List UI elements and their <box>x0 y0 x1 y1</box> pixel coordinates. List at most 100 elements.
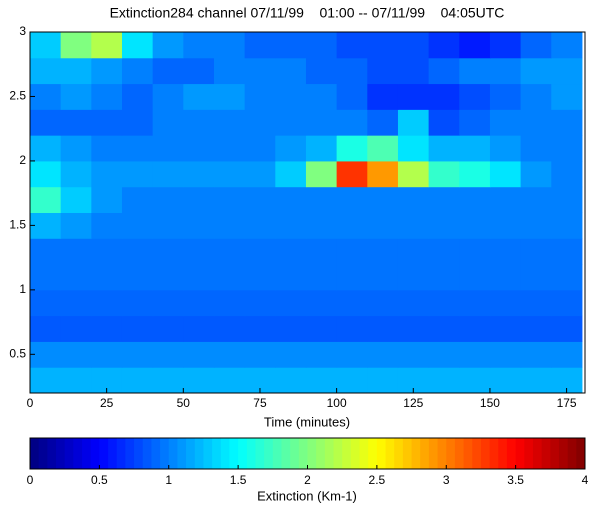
heat-cell <box>336 212 368 239</box>
heat-cell <box>459 264 491 291</box>
heat-cell <box>244 57 276 85</box>
heat-cell <box>152 238 184 265</box>
colorbar-segment <box>264 438 274 469</box>
heat-cell <box>275 238 307 265</box>
heat-cell <box>60 57 92 85</box>
heat-cell <box>91 341 123 368</box>
heat-cell <box>244 341 276 368</box>
heat-cell <box>30 83 62 110</box>
heat-cell <box>459 341 491 368</box>
heat-cell <box>336 238 368 265</box>
heat-cell <box>30 57 62 85</box>
colorbar-tick-label: 1 <box>165 473 172 487</box>
plot-frame <box>29 31 586 394</box>
heat-cell <box>305 186 338 213</box>
heat-cell <box>428 238 460 265</box>
heat-cell <box>121 160 154 188</box>
heat-cell <box>213 135 246 162</box>
heat-cell <box>305 32 338 59</box>
heat-cell <box>367 367 399 394</box>
heat-cell <box>305 238 338 265</box>
heat-cell <box>183 289 215 317</box>
heat-cell <box>91 289 123 317</box>
heat-cell <box>183 57 215 85</box>
colorbar-tick-label: 0.5 <box>91 473 108 487</box>
heat-cell <box>551 186 583 213</box>
colorbar-segment <box>307 438 317 469</box>
heat-cell <box>244 315 276 342</box>
heat-cell <box>121 238 154 265</box>
heat-cell <box>30 238 62 265</box>
heat-cell <box>275 315 307 342</box>
heat-cell <box>305 341 338 368</box>
colorbar-segment <box>524 438 534 469</box>
heat-cell <box>244 264 276 291</box>
colorbar-segment <box>186 438 196 469</box>
heat-cell <box>520 367 552 394</box>
heat-cell <box>428 367 460 394</box>
x-tick-label: 175 <box>557 396 577 410</box>
colorbar-segment <box>368 438 378 469</box>
heat-cell <box>397 83 430 110</box>
colorbar-segment <box>30 438 40 469</box>
heat-cell <box>305 289 338 317</box>
heat-cell <box>428 341 460 368</box>
heat-cell <box>91 57 123 85</box>
chart-title: Extinction284 channel 07/11/99 01:00 -- … <box>110 5 505 21</box>
heat-cell <box>60 186 92 213</box>
colorbar-segment <box>177 438 187 469</box>
heat-cell <box>489 135 522 162</box>
heat-cell <box>551 160 583 188</box>
heat-cell <box>489 367 522 394</box>
heat-cell <box>213 57 246 85</box>
heat-cell <box>336 83 368 110</box>
colorbar-segment <box>142 438 152 469</box>
heat-cell <box>152 341 184 368</box>
heat-cell <box>91 135 123 162</box>
colorbar-tick-label: 2.5 <box>369 473 386 487</box>
heat-cell <box>152 57 184 85</box>
heat-cell <box>520 57 552 85</box>
colorbar-segment <box>246 438 256 469</box>
colorbar-segment <box>168 438 178 469</box>
heat-cell <box>213 160 246 188</box>
heat-cell <box>30 315 62 342</box>
heat-cell <box>336 57 368 85</box>
colorbar-segment <box>411 438 421 469</box>
colorbar-tick-label: 3 <box>443 473 450 487</box>
colorbar-segment <box>281 438 291 469</box>
heat-cell <box>489 160 522 188</box>
colorbar-segment <box>255 438 265 469</box>
heat-cell <box>60 315 92 342</box>
heat-cell <box>121 83 154 110</box>
colorbar-segment <box>316 438 326 469</box>
colorbar-segment <box>350 438 361 469</box>
heat-cell <box>244 289 276 317</box>
heat-cell <box>244 186 276 213</box>
colorbar-segment <box>99 438 109 469</box>
heat-cell <box>152 135 184 162</box>
heat-cell <box>397 109 430 136</box>
colorbar-segment <box>446 438 456 469</box>
heat-cell <box>489 341 522 368</box>
heat-cell <box>520 212 552 239</box>
heat-cell <box>520 289 552 317</box>
heat-cell <box>152 109 184 136</box>
heat-cell <box>551 212 583 239</box>
colorbar-segment <box>428 438 439 469</box>
heat-cell <box>459 367 491 394</box>
heat-cell <box>275 367 307 394</box>
colorbar-segment <box>532 438 543 469</box>
heat-cell <box>60 212 92 239</box>
heat-cell <box>91 212 123 239</box>
colorbar-segment <box>385 438 395 469</box>
heat-cell <box>305 367 338 394</box>
x-tick-label: 25 <box>100 396 114 410</box>
colorbar-segment <box>472 438 482 469</box>
colorbar-segment <box>47 438 57 469</box>
heat-cell <box>60 341 92 368</box>
heat-cell <box>213 109 246 136</box>
y-tick-label: 2 <box>19 153 26 167</box>
heat-cell <box>183 32 215 59</box>
heat-cell <box>551 264 583 291</box>
